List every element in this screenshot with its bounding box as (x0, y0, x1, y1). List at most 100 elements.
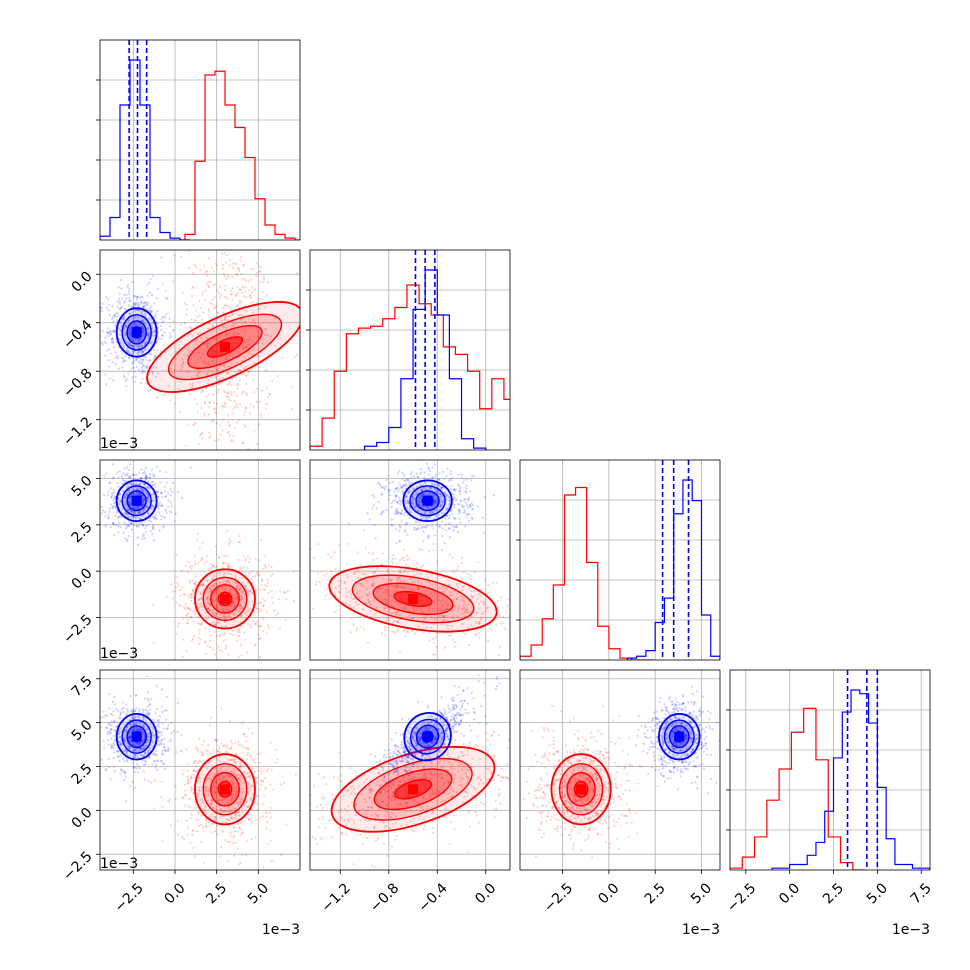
sample-point (208, 405, 211, 409)
sample-point (253, 430, 256, 433)
sample-point (145, 341, 148, 344)
sample-point (108, 693, 111, 696)
sample-point (231, 287, 234, 290)
sample-point (189, 615, 192, 618)
sample-point (212, 357, 215, 360)
sample-point (413, 505, 416, 508)
sample-point (116, 315, 119, 318)
sample-point (109, 481, 112, 484)
sample-point (260, 553, 262, 555)
sample-point (238, 288, 241, 291)
sample-point (233, 333, 236, 336)
sample-point (406, 581, 409, 584)
sample-point (230, 393, 233, 396)
sample-point (472, 589, 475, 593)
sample-point (191, 285, 194, 289)
sample-point (155, 685, 158, 688)
sample-point (124, 775, 127, 778)
sample-point (175, 601, 178, 604)
sample-point (216, 621, 219, 624)
sample-point (457, 585, 460, 588)
sample-point (191, 829, 194, 832)
sample-point (117, 516, 120, 519)
sample-point (132, 295, 136, 298)
sample-point (253, 391, 256, 394)
sample-point (427, 607, 430, 611)
sample-point (385, 618, 388, 622)
sample-point (194, 584, 197, 587)
sample-point (134, 517, 137, 520)
sample-point (134, 506, 137, 509)
sample-point (380, 493, 384, 496)
sample-point (235, 361, 238, 365)
grid (730, 670, 930, 870)
sample-point (422, 616, 425, 619)
sample-point (187, 778, 190, 781)
sample-point (438, 472, 441, 475)
sample-point (167, 311, 170, 314)
sample-point (139, 336, 143, 340)
sample-point (498, 614, 501, 617)
sample-point (208, 401, 211, 404)
sample-point (201, 623, 204, 626)
sample-point (214, 338, 217, 341)
sample-point (258, 270, 262, 273)
sample-point (239, 861, 242, 865)
sample-point (249, 268, 252, 271)
sample-point (104, 342, 108, 345)
sample-point (160, 780, 163, 783)
sample-point (194, 340, 197, 343)
sample-point (366, 579, 369, 583)
sample-point (256, 802, 259, 805)
sample-point (200, 840, 203, 844)
sample-point (203, 562, 206, 565)
sample-point (148, 291, 151, 294)
sample-point (159, 491, 163, 494)
sample-point (207, 244, 209, 246)
sample-point (444, 601, 447, 604)
scatter-panel-2-0 (100, 463, 296, 660)
sample-point (374, 537, 377, 540)
sample-point (165, 494, 168, 498)
sample-point (189, 797, 192, 801)
sample-point (438, 616, 441, 619)
sample-point (250, 321, 254, 324)
sample-point (448, 503, 451, 506)
sample-point (184, 564, 188, 568)
sample-point (367, 601, 371, 604)
sample-point (257, 633, 260, 636)
sample-point (462, 631, 465, 634)
sample-point (466, 572, 469, 575)
sample-point (412, 475, 415, 478)
sample-point (182, 655, 185, 658)
sample-point (447, 634, 450, 637)
sample-point (397, 576, 400, 579)
sample-point (130, 522, 133, 525)
sample-point (246, 603, 249, 606)
sample-point (133, 507, 136, 510)
sample-point (151, 532, 154, 535)
sample-point (240, 614, 243, 617)
sample-point (142, 364, 145, 367)
sample-point (252, 247, 254, 249)
sample-point (257, 423, 260, 426)
sample-point (406, 495, 409, 498)
sample-point (243, 320, 247, 323)
sample-point (118, 503, 121, 506)
sample-point (258, 400, 261, 403)
sample-point (237, 267, 240, 270)
sample-point (216, 311, 219, 314)
sample-point (406, 499, 409, 502)
sample-point (339, 579, 343, 582)
sample-point (177, 622, 181, 625)
sample-point (453, 645, 456, 648)
sample-point (269, 741, 272, 744)
sample-point (211, 584, 214, 587)
sample-point (402, 556, 405, 559)
sample-point (383, 634, 386, 637)
sample-point (226, 305, 230, 308)
sample-point (204, 289, 207, 292)
sample-point (193, 423, 196, 426)
sample-point (443, 609, 446, 612)
sample-point (123, 301, 126, 304)
